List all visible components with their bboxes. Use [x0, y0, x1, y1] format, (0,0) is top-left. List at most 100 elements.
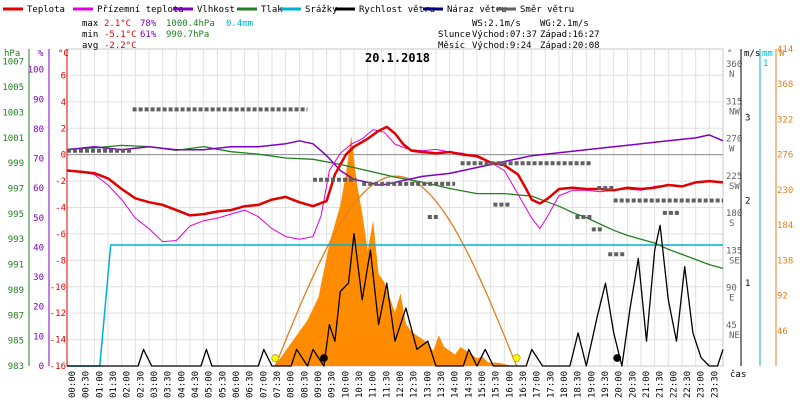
solar-theoretical-curve — [274, 175, 518, 367]
info-sun-rise: Východ:07:37 — [472, 30, 537, 40]
x-tick-label: 00:30 — [82, 371, 92, 398]
humidity-tick: 60 — [33, 184, 44, 194]
pressure-tick: 983 — [8, 362, 24, 372]
stats-min-press: 990.7hPa — [166, 30, 209, 40]
x-tick-label: 08:00 — [287, 371, 297, 398]
stats-max-hum: 78% — [140, 19, 157, 29]
direction-compass: SW — [729, 182, 740, 192]
axis-title-deg: ° — [727, 49, 732, 59]
legend-label: Teplota — [27, 5, 65, 15]
x-tick-label: 05:00 — [205, 371, 215, 398]
pressure-tick: 999 — [8, 159, 24, 169]
axis-title-hpa: hPa — [4, 49, 20, 59]
x-tick-label: 15:00 — [478, 371, 488, 398]
info-sun-set: Západ:16:27 — [540, 30, 600, 40]
sunrise-marker — [271, 354, 280, 362]
temperature-tick: 2 — [61, 124, 66, 134]
stats-min-temp: -5.1°C — [104, 30, 137, 40]
x-tick-label: 18:30 — [574, 371, 584, 398]
solar-tick: 322 — [777, 115, 793, 125]
x-tick-label: 10:30 — [355, 371, 365, 398]
legend-label: Přízemní teplota — [97, 5, 184, 15]
direction-tick: 315 — [726, 97, 742, 107]
axis-title-wm2: W — [779, 49, 785, 59]
solar-tick: 92 — [777, 292, 788, 302]
axis-title-cas: čas — [730, 369, 746, 380]
direction-compass: NE — [729, 331, 740, 341]
direction-compass: NW — [729, 107, 740, 117]
x-tick-label: 06:00 — [232, 371, 242, 398]
pressure-tick: 989 — [8, 286, 24, 296]
info-moon-set: Západ:20:08 — [540, 41, 600, 51]
stats-min-label: min — [82, 30, 98, 40]
x-tick-label: 12:30 — [410, 371, 420, 398]
x-tick-label: 14:00 — [451, 371, 461, 398]
solar-tick: 230 — [777, 186, 793, 196]
x-tick-label: 23:30 — [710, 371, 720, 398]
wind-tick: 1 — [745, 279, 750, 289]
wind-tick: 3 — [745, 114, 750, 124]
solar-tick: 46 — [777, 327, 788, 337]
info-moon-label: Měsíc — [438, 41, 465, 51]
solar-tick: 276 — [777, 151, 793, 161]
pressure-tick: 985 — [8, 337, 24, 347]
x-tick-label: 09:30 — [328, 371, 338, 398]
direction-compass: N — [729, 70, 734, 80]
x-tick-label: 21:30 — [656, 371, 666, 398]
x-tick-label: 23:00 — [697, 371, 707, 398]
sunset-marker — [512, 354, 521, 362]
solar-tick: 138 — [777, 256, 793, 266]
stats-avg-label: avg — [82, 41, 98, 51]
x-tick-label: 20:30 — [628, 371, 638, 398]
x-tick-label: 03:30 — [164, 371, 174, 398]
x-tick-label: 02:30 — [136, 371, 146, 398]
moonset-marker — [613, 354, 622, 362]
x-tick-label: 17:00 — [533, 371, 543, 398]
x-tick-label: 08:30 — [300, 371, 310, 398]
humidity-tick: 100 — [28, 66, 44, 76]
x-tick-label: 10:00 — [341, 371, 351, 398]
temperature-tick: -8 — [55, 256, 66, 266]
humidity-tick: 50 — [33, 214, 44, 224]
pressure-tick: 1007 — [2, 58, 24, 68]
series-pressure — [66, 144, 724, 270]
solar-tick: 184 — [777, 221, 793, 231]
x-tick-label: 03:00 — [150, 371, 160, 398]
stats-min-hum: 61% — [140, 30, 157, 40]
x-tick-label: 05:30 — [218, 371, 228, 398]
direction-tick: 90 — [726, 284, 737, 294]
pressure-tick: 987 — [8, 311, 24, 321]
info-block: WS:2.1m/s WG:2.1m/s Slunce Východ:07:37 … — [438, 19, 600, 51]
x-tick-label: 07:30 — [273, 371, 283, 398]
temperature-tick: 6 — [61, 71, 66, 81]
x-tick-label: 04:00 — [177, 371, 187, 398]
x-tick-label: 06:30 — [246, 371, 256, 398]
x-tick-label: 20:00 — [615, 371, 625, 398]
series-ground-temp — [66, 129, 724, 243]
x-tick-label: 02:00 — [123, 371, 133, 398]
x-tick-label: 11:00 — [369, 371, 379, 398]
humidity-tick: 30 — [33, 273, 44, 283]
pressure-tick: 1003 — [2, 108, 24, 118]
x-tick-label: 01:00 — [95, 371, 105, 398]
pressure-tick: 997 — [8, 185, 24, 195]
axis-title-degc: °C — [58, 49, 69, 59]
x-tick-label: 09:00 — [314, 371, 324, 398]
pressure-tick: 993 — [8, 235, 24, 245]
axes: 1007100510031001999997995993991989987985… — [2, 45, 793, 372]
series-layer — [66, 107, 724, 367]
x-tick-label: 15:30 — [492, 371, 502, 398]
x-tick-label: 13:00 — [423, 371, 433, 398]
stats-max-temp: 2.1°C — [104, 19, 131, 29]
temperature-tick: -10 — [50, 283, 66, 293]
solar-tick: 368 — [777, 80, 793, 90]
x-tick-label: 17:30 — [546, 371, 556, 398]
x-tick-label: 21:00 — [642, 371, 652, 398]
legend-label: Tlak — [261, 5, 283, 15]
info-moon-rise: Východ:9:24 — [472, 41, 532, 51]
temperature-tick: 4 — [61, 98, 66, 108]
x-tick-label: 18:00 — [560, 371, 570, 398]
x-tick-label: 19:30 — [601, 371, 611, 398]
x-tick-label: 07:00 — [259, 371, 269, 398]
legend-label: Vlhkost — [197, 5, 235, 15]
